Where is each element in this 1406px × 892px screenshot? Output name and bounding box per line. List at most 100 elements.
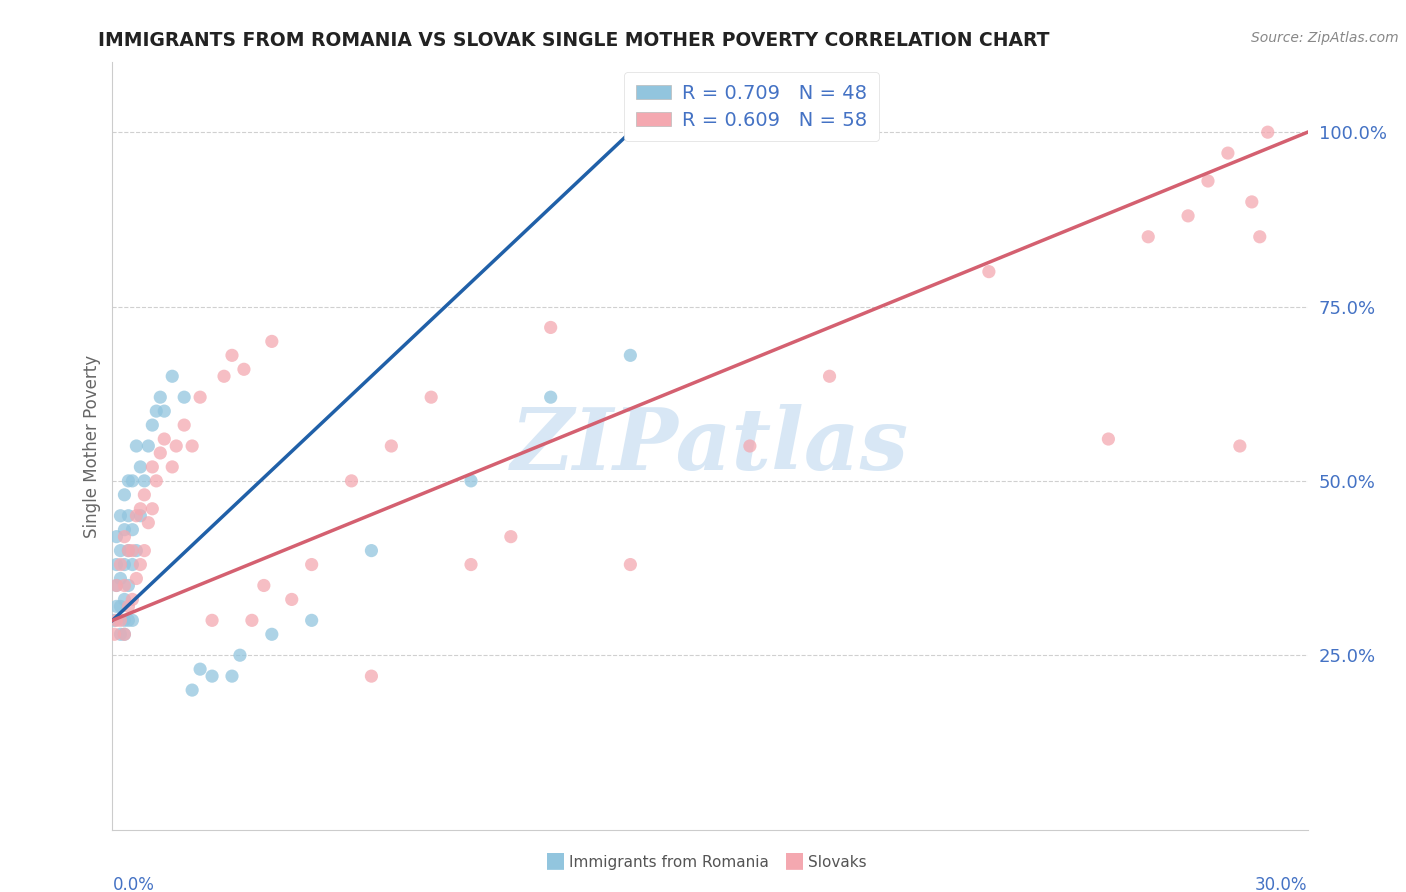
Point [141,501,163,516]
Point [117,474,139,488]
Point [110,543,132,558]
Point [125,543,148,558]
Point [738,439,761,453]
Point [114,488,135,502]
Point [134,488,156,502]
Point [1229,439,1251,453]
Point [153,432,176,446]
Point [301,558,323,572]
Text: 30.0%: 30.0% [1256,876,1308,892]
Point [110,558,132,572]
Text: 0.0%: 0.0% [112,876,155,892]
Y-axis label: Single Mother Poverty: Single Mother Poverty [83,354,101,538]
Point [1177,209,1199,223]
Point [125,508,148,523]
Point [110,572,132,586]
Point [162,459,183,474]
Point [188,662,211,676]
Point [110,508,132,523]
Point [114,592,135,607]
Point [105,613,128,627]
Point [114,627,135,641]
Point [540,320,562,334]
Point [181,439,204,453]
Point [121,613,143,627]
Point [134,543,156,558]
Point [301,613,323,627]
Point [260,334,283,349]
Point [260,627,283,641]
Point [121,558,143,572]
Point [818,369,841,384]
Text: ■: ■ [785,850,804,870]
Point [233,362,256,376]
Text: IMMIGRANTS FROM ROMANIA VS SLOVAK SINGLE MOTHER POVERTY CORRELATION CHART: IMMIGRANTS FROM ROMANIA VS SLOVAK SINGLE… [98,31,1050,50]
Point [138,516,160,530]
Point [181,683,204,698]
Point [173,418,195,433]
Point [117,599,139,614]
Point [420,390,443,404]
Point [114,523,135,537]
Point [129,459,152,474]
Point [221,669,243,683]
Point [105,578,128,592]
Point [153,404,176,418]
Point [253,578,276,592]
Point [460,474,482,488]
Point [110,627,132,641]
Point [134,474,156,488]
Point [281,592,304,607]
Point [149,446,172,460]
Point [240,613,263,627]
Point [114,530,135,544]
Point [201,613,224,627]
Point [173,390,195,404]
Point [1249,229,1271,244]
Point [125,439,148,453]
Point [129,508,152,523]
Point [121,592,143,607]
Point [1240,194,1263,209]
Point [105,599,128,614]
Point [141,418,163,433]
Point [105,578,128,592]
Point [221,348,243,362]
Point [1216,146,1239,161]
Point [977,265,1000,279]
Point [121,474,143,488]
Point [1197,174,1219,188]
Point [110,613,132,627]
Legend: R = 0.709   N = 48, R = 0.609   N = 58: R = 0.709 N = 48, R = 0.609 N = 58 [624,72,879,141]
Text: ZIPatlas: ZIPatlas [510,404,910,488]
Point [110,599,132,614]
Text: Source: ZipAtlas.com: Source: ZipAtlas.com [1251,31,1399,45]
Point [165,439,187,453]
Point [117,508,139,523]
Point [117,578,139,592]
Point [149,390,172,404]
Point [1257,125,1279,139]
Text: Immigrants from Romania: Immigrants from Romania [569,855,769,870]
Point [619,348,641,362]
Point [201,669,224,683]
Point [129,558,152,572]
Point [103,613,125,627]
Text: ■: ■ [546,850,565,870]
Point [540,390,562,404]
Point [188,390,211,404]
Point [1097,432,1119,446]
Point [114,578,135,592]
Point [103,627,125,641]
Point [1137,229,1160,244]
Point [141,459,163,474]
Point [117,613,139,627]
Point [117,543,139,558]
Point [212,369,235,384]
Point [145,404,167,418]
Point [162,369,183,384]
Point [145,474,167,488]
Point [360,669,382,683]
Point [380,439,402,453]
Point [619,558,641,572]
